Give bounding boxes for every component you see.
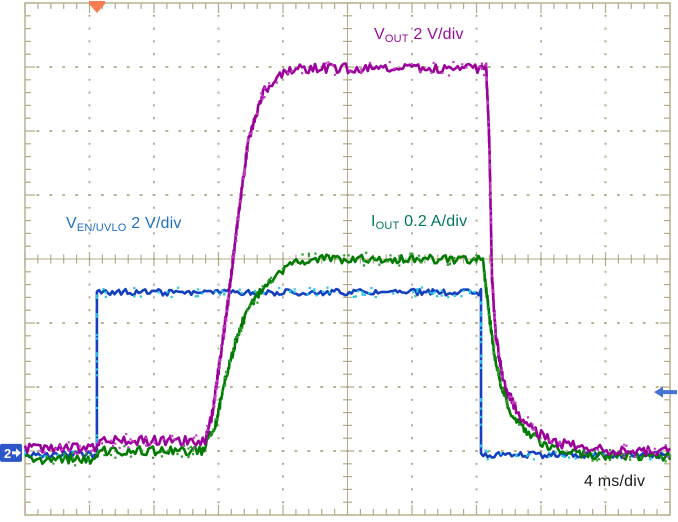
ven-scale-label: VEN/UVLO 2 V/div [66, 215, 182, 234]
ven-label-symbol: V [66, 215, 77, 232]
iout-label-symbol: I [371, 213, 376, 230]
graticule [24, 2, 671, 516]
iout-scale-label: IOUT 0.2 A/div [371, 213, 468, 232]
trace-v-en-uvlo [24, 286, 671, 461]
ven-label-subscript: EN/UVLO [76, 222, 127, 234]
right-reference-arrow-icon [654, 386, 677, 398]
trigger-position-marker [88, 1, 105, 13]
iout-label-scale: 0.2 A/div [399, 213, 468, 230]
channel-2-marker: 2 [0, 443, 22, 462]
vout-label-scale: 2 V/div [408, 26, 464, 43]
vout-label-symbol: V [374, 26, 385, 43]
timebase-label: 4 ms/div [584, 473, 646, 490]
vout-scale-label: VOUT 2 V/div [374, 26, 464, 45]
vout-label-subscript: OUT [384, 33, 409, 45]
iout-label-subscript: OUT [375, 220, 400, 232]
trace-v-out [23, 60, 672, 458]
trace-i-out [24, 251, 672, 467]
channel-2-marker-label: 2 [4, 446, 11, 461]
ven-label-scale: 2 V/div [126, 215, 182, 232]
